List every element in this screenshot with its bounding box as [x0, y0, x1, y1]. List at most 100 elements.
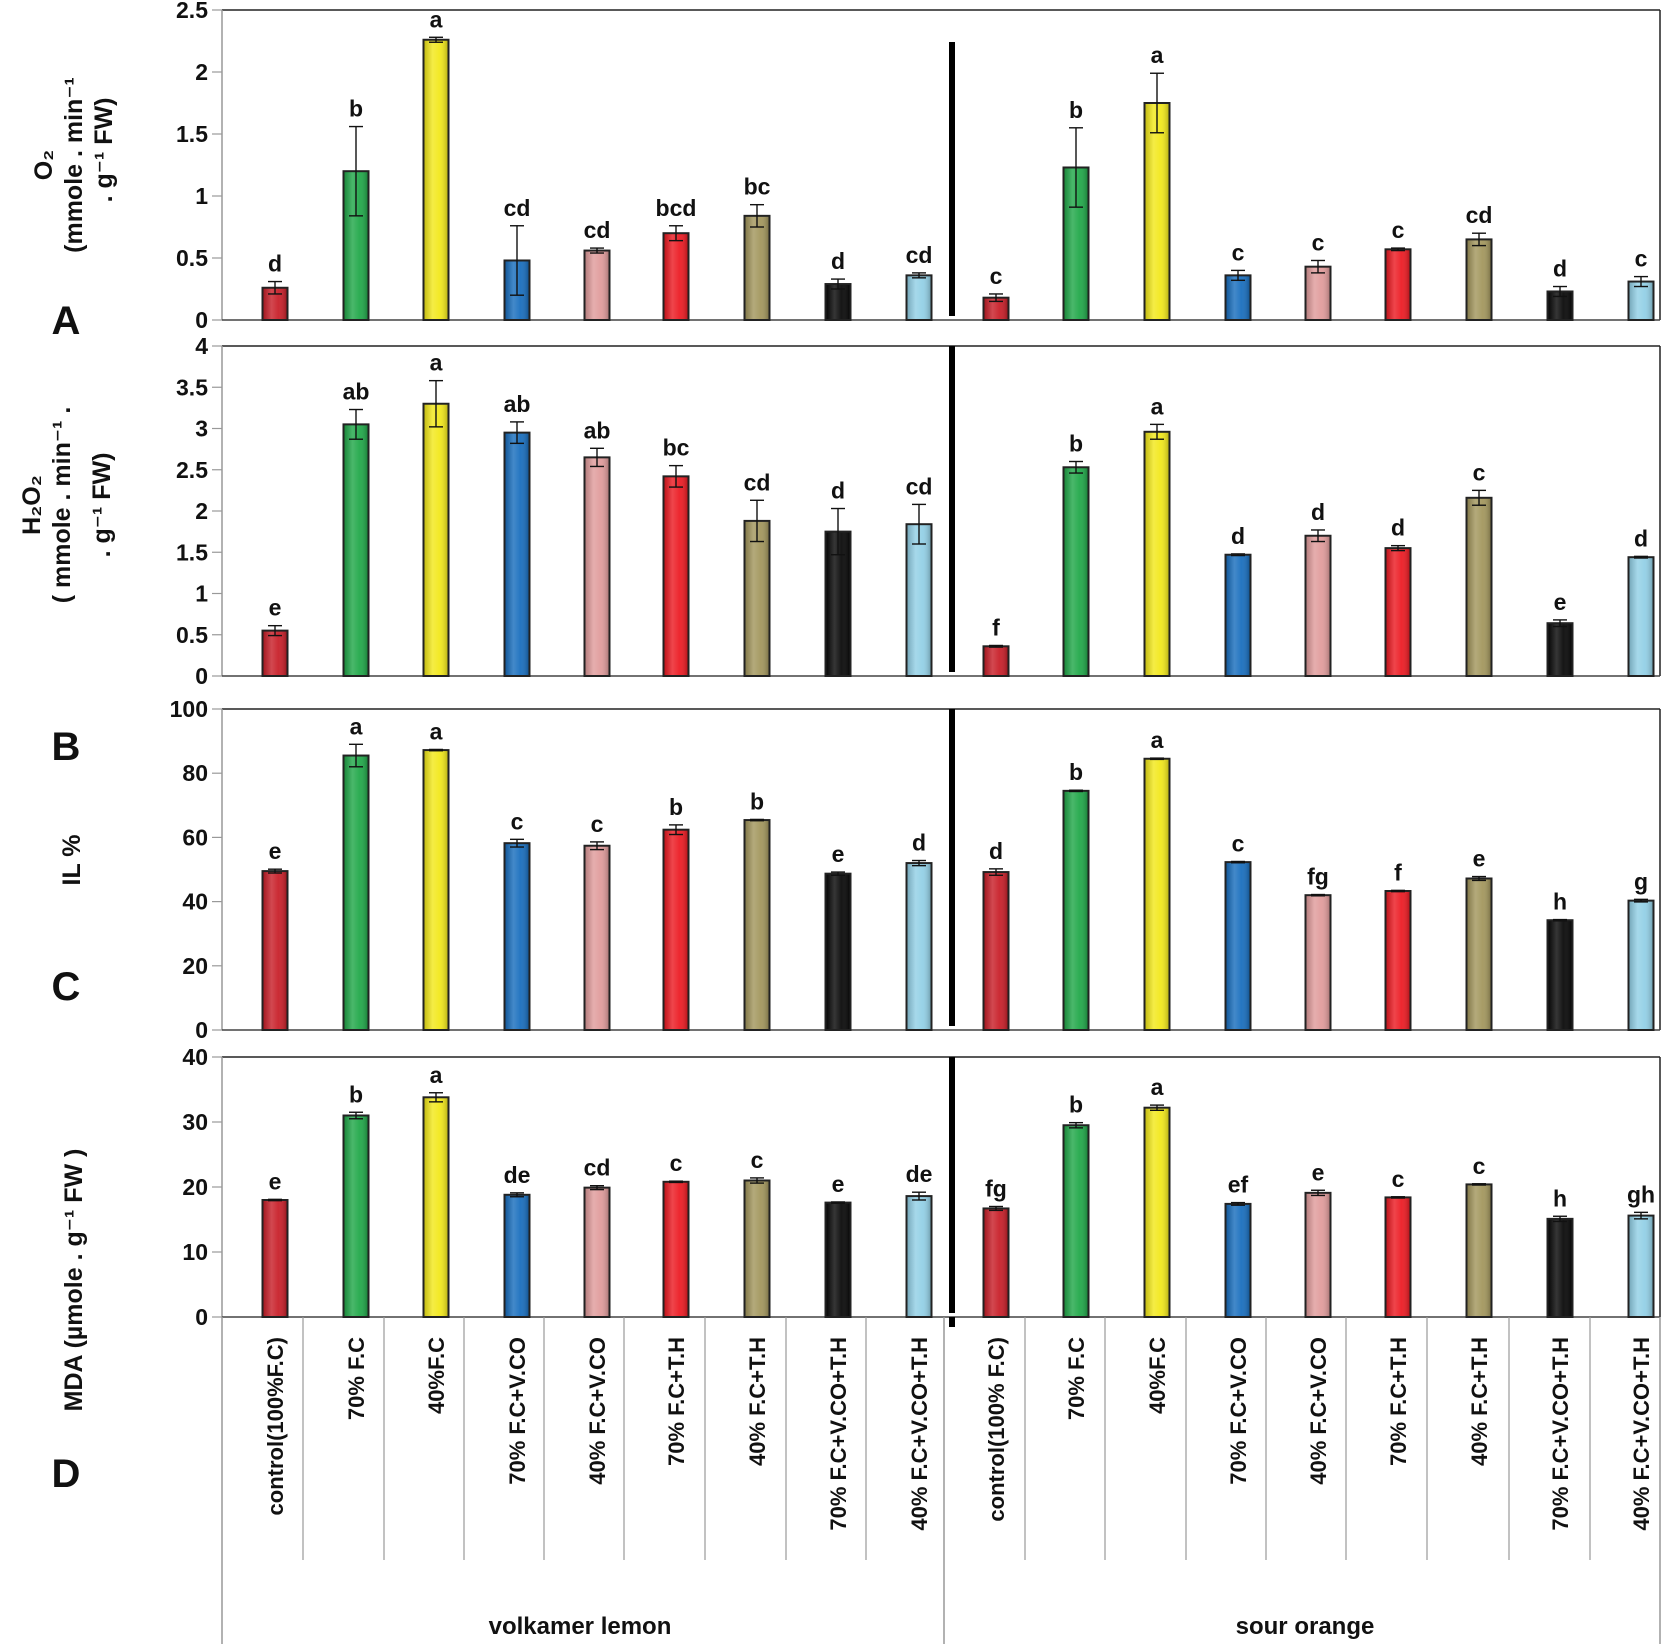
bar-shading	[1226, 276, 1250, 319]
panel-b: 0 0.5 1 1.5 2 2.5 3 3.5 4 e ab a ab ab bc cd d cd f b a d d d c e…	[176, 333, 1661, 689]
bar-group: a	[422, 6, 450, 321]
bar-group: c	[1465, 459, 1493, 677]
bar-shading	[505, 1195, 529, 1316]
significance-letter: cd	[744, 469, 771, 495]
significance-letter: cd	[584, 1155, 611, 1181]
bar-group: cd	[743, 469, 771, 678]
y-tick-label: 0	[195, 1017, 208, 1043]
bar-group: ab	[503, 391, 531, 677]
y-axis-title-h2o2-units2: . g⁻¹ FW)	[88, 453, 116, 558]
significance-letter: ab	[584, 417, 611, 443]
y-axis-title-o2: O₂	[30, 150, 58, 181]
significance-letter: e	[269, 1168, 282, 1194]
bar-group: fg	[1304, 864, 1332, 1031]
bar-group: b	[1062, 759, 1090, 1031]
bar-group: h	[1546, 1185, 1574, 1318]
group-label-sour-orange: sour orange	[1236, 1613, 1375, 1640]
bar-shading	[1548, 292, 1572, 319]
bar-shading	[1064, 1126, 1088, 1316]
category-label: 70% F.C	[344, 1337, 369, 1420]
significance-letter: e	[1473, 846, 1486, 872]
bar-group: c	[503, 808, 531, 1031]
y-tick-label: 80	[182, 760, 208, 786]
bar-shading	[1306, 1193, 1330, 1316]
bar-group: c	[1465, 1153, 1493, 1319]
bar-shading	[907, 864, 931, 1029]
bar-group: cd	[1465, 202, 1493, 321]
y-axis-titles: O₂ (mmole . min⁻¹. g⁻¹ FW)H₂O₂( mmole . m…	[18, 77, 118, 1411]
bar-group: d	[1627, 525, 1655, 678]
bar-shading	[1145, 432, 1169, 675]
bar-group: cd	[583, 217, 611, 321]
significance-letter: cd	[1466, 202, 1493, 228]
bar-shading	[585, 458, 609, 675]
bar-shading	[664, 234, 688, 319]
bar-group: b	[743, 788, 771, 1031]
bar-shading	[505, 433, 529, 675]
significance-letter: bc	[744, 174, 771, 200]
category-label: 70% F.C+V.CO	[1226, 1337, 1251, 1485]
bar-shading	[1629, 558, 1653, 675]
group-label-volkamer-lemon: volkamer lemon	[489, 1613, 672, 1640]
bar-shading	[424, 404, 448, 675]
significance-letter: b	[1069, 431, 1083, 457]
y-tick-label: 4	[195, 333, 208, 359]
y-axis-title-h2o2: H₂O₂	[18, 475, 46, 535]
bar-shading	[1548, 1219, 1572, 1316]
bar-shading	[1386, 892, 1410, 1029]
bar-shading	[1629, 1216, 1653, 1316]
significance-letter: cd	[584, 217, 611, 243]
bar-shading	[263, 872, 287, 1029]
bar-shading	[585, 251, 609, 319]
bar-group: cd	[503, 195, 531, 322]
bar-shading	[344, 1116, 368, 1316]
significance-letter: d	[831, 248, 845, 274]
significance-letter: e	[832, 1171, 845, 1197]
y-tick-label: 1	[195, 183, 208, 209]
significance-letter: d	[1231, 523, 1245, 549]
bar-group: c	[1627, 246, 1655, 321]
bar-group: b	[1062, 431, 1090, 677]
bar-shading	[344, 172, 368, 319]
significance-letter: b	[1069, 1092, 1083, 1118]
bar-group: c	[1304, 229, 1332, 321]
bar-shading	[907, 1197, 931, 1316]
bar-shading	[585, 846, 609, 1029]
bar-group: h	[1546, 889, 1574, 1032]
category-axis: control(100%F.C) 70% F.C 40%F.C 70% F.C+V.C…	[221, 1317, 1661, 1644]
bar-shading	[984, 298, 1008, 319]
bar-group: a	[1143, 1074, 1171, 1318]
bar-shading	[1226, 863, 1250, 1029]
significance-letter: a	[430, 6, 443, 32]
bar-shading	[263, 1201, 287, 1316]
bar-shading	[263, 288, 287, 319]
bar-group: de	[905, 1161, 933, 1318]
bar-shading	[907, 276, 931, 319]
bar-group: a	[422, 718, 450, 1031]
significance-letter: c	[1392, 1166, 1405, 1192]
significance-letter: d	[268, 251, 282, 277]
significance-letter: f	[1394, 859, 1402, 885]
bar-group: c	[662, 1150, 690, 1319]
bar-group: gh	[1627, 1181, 1655, 1318]
panel-letter-c: C	[52, 965, 81, 1009]
significance-letter: c	[1232, 830, 1245, 856]
significance-letter: fg	[985, 1176, 1007, 1202]
significance-letter: c	[990, 263, 1003, 289]
y-tick-label: 60	[182, 824, 208, 850]
significance-letter: f	[992, 614, 1000, 640]
bar-shading	[585, 1188, 609, 1316]
bar-group: b	[662, 794, 690, 1031]
bar-shading	[664, 1182, 688, 1316]
bar-shading	[826, 285, 850, 319]
category-label: control(100%F.C)	[263, 1337, 288, 1515]
bar-shading	[1226, 1204, 1250, 1316]
bar-shading	[344, 425, 368, 675]
bar-shading	[1467, 1185, 1491, 1316]
bar-group: cd	[905, 242, 933, 321]
bar-shading	[1064, 791, 1088, 1029]
bar-shading	[1306, 536, 1330, 675]
significance-letter: e	[269, 595, 282, 621]
